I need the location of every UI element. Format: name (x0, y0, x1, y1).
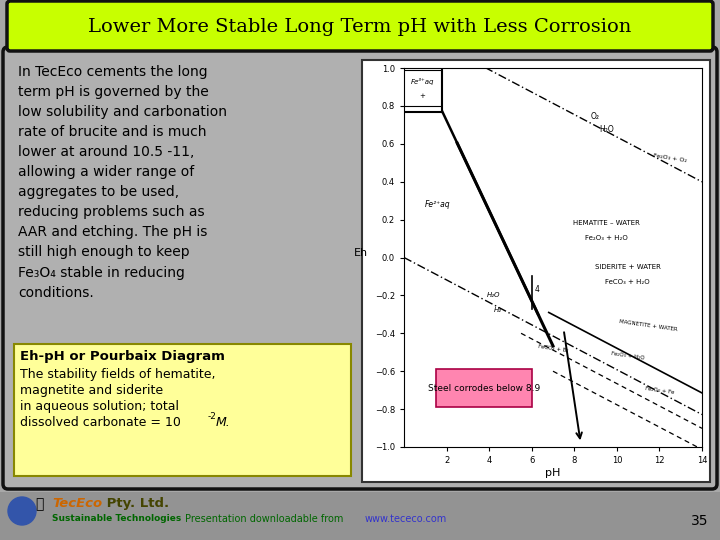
Circle shape (8, 497, 36, 525)
Text: Lower More Stable Long Term pH with Less Corrosion: Lower More Stable Long Term pH with Less… (89, 18, 631, 36)
Text: O₂: O₂ (591, 112, 600, 121)
Text: dissolved carbonate = 10: dissolved carbonate = 10 (20, 416, 181, 429)
Text: in aqueous solution; total: in aqueous solution; total (20, 400, 179, 413)
Bar (0, 492, 720, 540)
Text: Eh-pH or Pourbaix Diagram: Eh-pH or Pourbaix Diagram (20, 350, 225, 363)
Text: Fe₂O₃ + Fe: Fe₂O₃ + Fe (644, 386, 675, 395)
Text: Fe₂O₃ + H₂O: Fe₂O₃ + H₂O (611, 351, 644, 361)
Text: SIDERITE + WATER: SIDERITE + WATER (595, 264, 660, 270)
Text: Pty. Ltd.: Pty. Ltd. (102, 497, 169, 510)
Text: H₂O: H₂O (599, 125, 613, 134)
Text: Fe₂O₃ + H₂O: Fe₂O₃ + H₂O (585, 235, 628, 241)
Text: MAGNETITE + WATER: MAGNETITE + WATER (619, 319, 678, 333)
Text: TecEco: TecEco (52, 497, 102, 510)
Text: www.tececo.com: www.tececo.com (365, 514, 447, 524)
Text: Fe₂O₃ + O₂: Fe₂O₃ + O₂ (653, 153, 687, 164)
Text: Fe³⁺aq: Fe³⁺aq (411, 78, 434, 85)
X-axis label: pH: pH (545, 468, 561, 478)
Text: M.: M. (216, 416, 230, 429)
Text: Presentation downloadable from: Presentation downloadable from (185, 514, 343, 524)
Bar (14, 344, 351, 476)
Bar (404, 70, 441, 106)
FancyBboxPatch shape (3, 47, 717, 489)
Text: H₂: H₂ (494, 307, 502, 313)
Text: -2: -2 (208, 412, 217, 421)
FancyBboxPatch shape (7, 1, 713, 51)
Text: 4: 4 (535, 285, 540, 294)
Text: +: + (420, 93, 426, 99)
Text: 35: 35 (691, 514, 708, 528)
Text: FeCO₃ + H₂O: FeCO₃ + H₂O (606, 279, 650, 285)
Text: H₂O: H₂O (487, 292, 500, 298)
Text: 🦅: 🦅 (35, 497, 43, 511)
Text: Steel corrodes below 8.9: Steel corrodes below 8.9 (428, 384, 540, 393)
Text: Fe²⁺aq: Fe²⁺aq (426, 200, 451, 209)
Text: The stability fields of hematite,: The stability fields of hematite, (20, 368, 215, 381)
Text: magnetite and siderite: magnetite and siderite (20, 384, 163, 397)
Text: In TecEco cements the long
term pH is governed by the
low solubility and carbona: In TecEco cements the long term pH is go… (18, 65, 227, 300)
Text: Sustainable Technologies: Sustainable Technologies (52, 514, 181, 523)
Bar (362, 60, 710, 482)
Text: FeCO₃ + B₂: FeCO₃ + B₂ (538, 344, 569, 353)
Text: HEMATITE – WATER: HEMATITE – WATER (573, 220, 639, 226)
FancyBboxPatch shape (436, 369, 531, 407)
Y-axis label: Eh: Eh (354, 247, 368, 258)
